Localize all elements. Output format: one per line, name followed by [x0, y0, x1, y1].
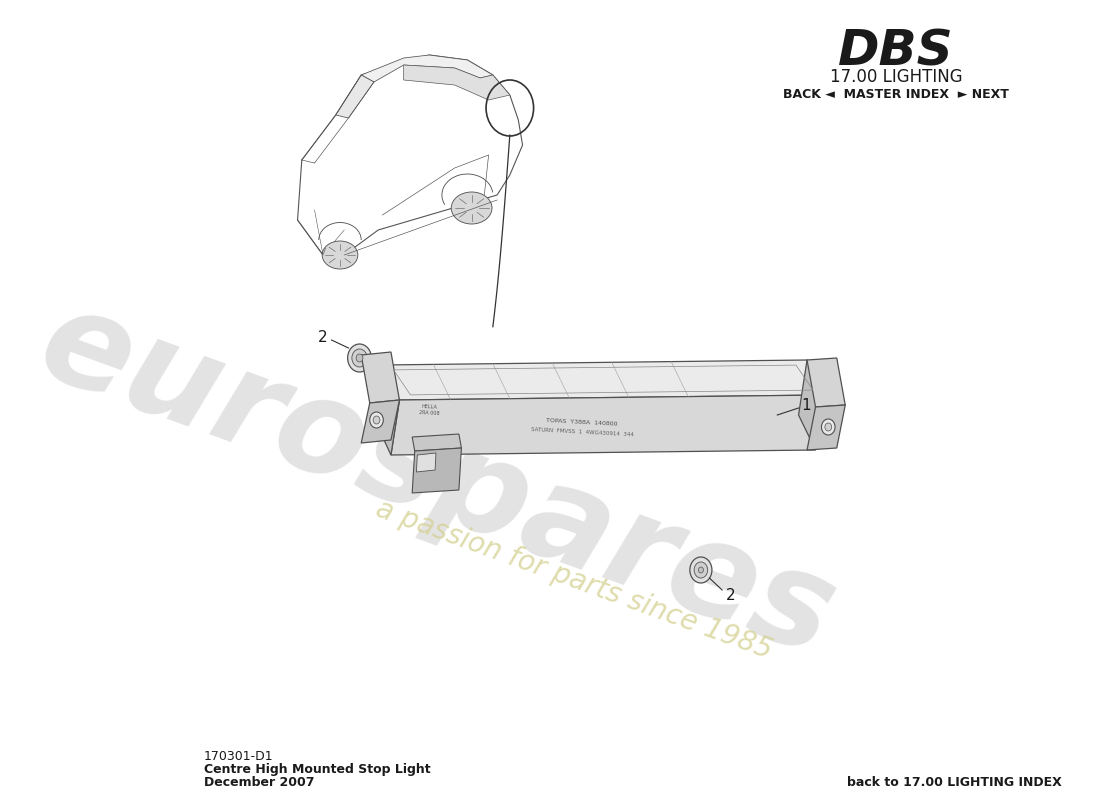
- Polygon shape: [799, 360, 824, 450]
- Circle shape: [373, 416, 380, 424]
- Text: SATURN  FMVSS  1  4WG430914  344: SATURN FMVSS 1 4WG430914 344: [530, 427, 634, 437]
- Circle shape: [698, 567, 703, 573]
- Polygon shape: [361, 352, 399, 403]
- Circle shape: [348, 344, 372, 372]
- Text: December 2007: December 2007: [205, 776, 315, 789]
- Circle shape: [822, 419, 835, 435]
- Circle shape: [352, 349, 367, 367]
- Polygon shape: [361, 400, 399, 443]
- Text: DBS: DBS: [838, 28, 954, 76]
- Text: 2: 2: [726, 589, 736, 603]
- Circle shape: [825, 423, 832, 431]
- Polygon shape: [383, 360, 824, 400]
- Polygon shape: [807, 405, 845, 450]
- Ellipse shape: [322, 241, 358, 269]
- Polygon shape: [361, 55, 493, 82]
- Text: a passion for parts since 1985: a passion for parts since 1985: [372, 495, 776, 665]
- Text: 1: 1: [801, 398, 811, 414]
- Text: eurospares: eurospares: [24, 278, 851, 682]
- Text: TOPAS  Y388A  140800: TOPAS Y388A 140800: [547, 418, 618, 426]
- Text: 170301-D1: 170301-D1: [205, 750, 274, 763]
- Polygon shape: [404, 65, 509, 100]
- Text: 17.00 LIGHTING: 17.00 LIGHTING: [829, 68, 962, 86]
- Polygon shape: [807, 358, 845, 407]
- Ellipse shape: [451, 192, 492, 224]
- Circle shape: [356, 354, 363, 362]
- Text: BACK ◄  MASTER INDEX  ► NEXT: BACK ◄ MASTER INDEX ► NEXT: [783, 88, 1009, 101]
- Polygon shape: [417, 453, 436, 472]
- Polygon shape: [374, 365, 399, 455]
- Polygon shape: [336, 75, 374, 118]
- Polygon shape: [412, 434, 461, 451]
- Circle shape: [694, 562, 707, 578]
- Circle shape: [690, 557, 712, 583]
- Text: back to 17.00 LIGHTING INDEX: back to 17.00 LIGHTING INDEX: [847, 776, 1062, 789]
- Text: HELLA
2RA 008: HELLA 2RA 008: [419, 404, 440, 416]
- Circle shape: [370, 412, 383, 428]
- Text: Centre High Mounted Stop Light: Centre High Mounted Stop Light: [205, 763, 431, 776]
- Text: 2: 2: [318, 330, 328, 345]
- Polygon shape: [412, 448, 461, 493]
- Polygon shape: [390, 395, 824, 455]
